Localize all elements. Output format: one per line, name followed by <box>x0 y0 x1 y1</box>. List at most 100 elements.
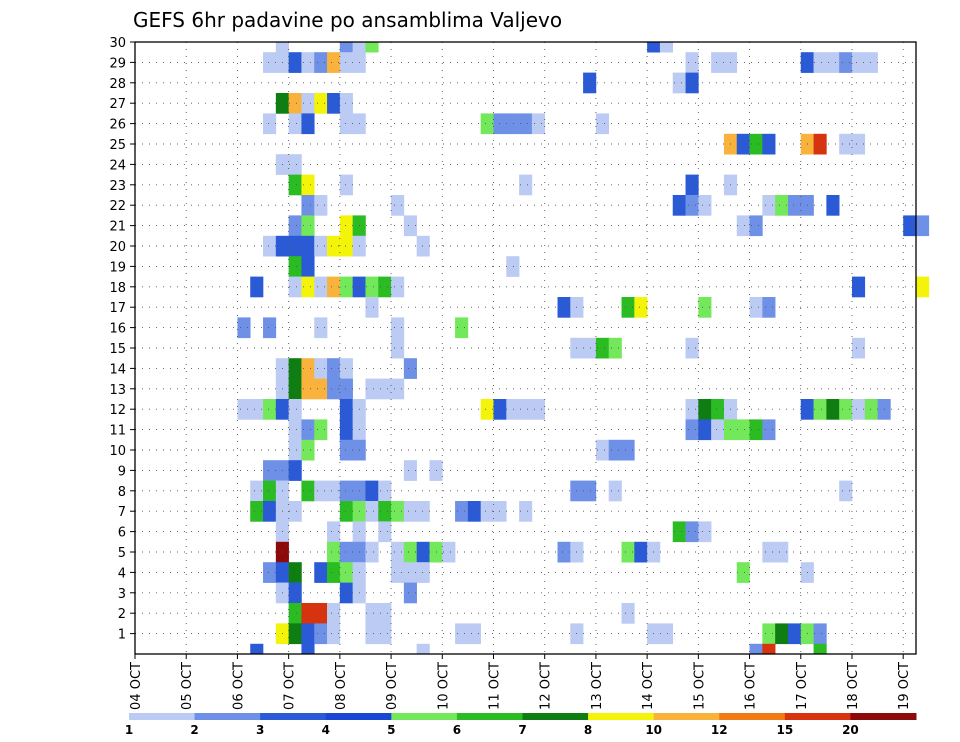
heatmap-cell <box>339 419 353 441</box>
colorbar-label: 15 <box>776 723 793 737</box>
heatmap-cell <box>365 623 379 645</box>
heatmap-cell <box>288 439 302 461</box>
heatmap-cell <box>339 378 353 400</box>
heatmap-cell <box>301 419 315 441</box>
heatmap-cell <box>519 113 533 135</box>
colorbar-label: 6 <box>453 723 461 737</box>
heatmap-cell <box>659 42 674 53</box>
x-tick-label: 05 OCT <box>180 662 195 710</box>
heatmap-cell <box>365 501 379 522</box>
heatmap-cell <box>775 195 789 216</box>
heatmap-cell <box>493 399 507 420</box>
colorbar-label: 7 <box>518 723 526 737</box>
heatmap-cell <box>288 276 302 298</box>
colorbar-label: 3 <box>256 723 264 737</box>
heatmap-cell <box>263 235 277 257</box>
heatmap-cell <box>250 480 264 502</box>
y-tick-label: 15 <box>109 342 126 357</box>
heatmap-cell <box>851 52 866 73</box>
heatmap-cell <box>493 113 507 135</box>
x-tick-label: 12 OCT <box>539 662 554 710</box>
colorbar-label: 10 <box>645 723 662 737</box>
heatmap-cell <box>506 256 520 277</box>
heatmap-cell <box>378 378 392 400</box>
heatmap-cell <box>288 460 302 481</box>
heatmap-cell <box>339 562 353 583</box>
heatmap-cell <box>301 276 315 298</box>
heatmap-cell <box>519 501 533 522</box>
heatmap-cell <box>339 215 353 237</box>
heatmap-cell <box>416 235 430 257</box>
heatmap-cell <box>327 562 341 583</box>
y-tick-label: 5 <box>118 546 126 561</box>
heatmap-cell <box>378 501 392 522</box>
heatmap-cell <box>327 603 341 624</box>
heatmap-cell <box>391 378 405 400</box>
heatmap-cell <box>583 480 597 502</box>
x-tick-label: 13 OCT <box>590 662 605 710</box>
y-tick-label: 22 <box>109 199 126 214</box>
heatmap-cell <box>378 603 392 624</box>
heatmap-cell <box>327 276 341 298</box>
heatmap-cell <box>391 317 405 339</box>
y-tick-label: 29 <box>109 56 126 71</box>
heatmap-cell <box>339 399 353 420</box>
heatmap-cell <box>416 541 430 563</box>
heatmap-cell <box>864 399 878 420</box>
heatmap-cell <box>480 113 494 135</box>
x-tick-label: 17 OCT <box>795 662 810 710</box>
heatmap-cell <box>634 541 648 563</box>
heatmap-cell <box>916 276 930 298</box>
heatmap-cell <box>595 337 610 359</box>
heatmap-cell <box>327 93 341 114</box>
heatmap-cell <box>621 439 635 461</box>
x-tick-label: 14 OCT <box>641 662 656 710</box>
heatmap-cell <box>327 623 341 645</box>
heatmap-cell <box>288 256 302 277</box>
x-tick-label: 16 OCT <box>744 662 759 710</box>
heatmap-cell <box>288 235 302 257</box>
heatmap-cell <box>762 195 776 216</box>
heatmap-cell <box>314 378 328 400</box>
heatmap-cell <box>301 235 315 257</box>
colorbar-swatch <box>588 713 655 720</box>
heatmap-cell <box>378 276 392 298</box>
heatmap-cell <box>365 276 379 298</box>
colorbar-label: 12 <box>711 723 728 737</box>
y-tick-label: 21 <box>109 220 126 235</box>
heatmap-cell <box>467 623 481 645</box>
heatmap-cell <box>263 501 277 522</box>
heatmap-cell <box>621 541 635 563</box>
colorbar-swatch <box>653 713 720 720</box>
heatmap-cell <box>403 215 417 237</box>
y-axis: 1234567891011121314151617181920212223242… <box>109 36 135 643</box>
heatmap-cell <box>339 113 353 135</box>
heatmap-cell <box>301 195 315 216</box>
heatmap-cell <box>288 113 302 135</box>
heatmap-cell <box>339 541 353 563</box>
heatmap-cell <box>557 541 571 563</box>
heatmap-cell <box>339 501 353 522</box>
heatmap-cell <box>365 603 379 624</box>
colorbar-label: 5 <box>387 723 395 737</box>
heatmap-cell <box>506 399 520 420</box>
heatmap-cell <box>749 419 763 441</box>
heatmap-cell <box>519 399 533 420</box>
heatmap-cell <box>851 399 866 420</box>
heatmap-cell <box>813 623 827 645</box>
heatmap-cell <box>288 174 302 196</box>
heatmap-cell <box>314 480 328 502</box>
heatmap-cell <box>288 623 302 645</box>
y-tick-label: 10 <box>109 444 126 459</box>
heatmap-cell <box>672 521 686 543</box>
heatmap-cell <box>301 174 315 196</box>
heatmap-cell <box>621 603 635 624</box>
x-tick-label: 11 OCT <box>487 662 502 710</box>
heatmap-cell <box>608 439 622 461</box>
heatmap-cell <box>327 52 341 73</box>
heatmap-cell <box>365 480 379 502</box>
y-tick-label: 6 <box>118 526 126 541</box>
heatmap-cell <box>647 42 661 53</box>
heatmap-cell <box>711 399 725 420</box>
